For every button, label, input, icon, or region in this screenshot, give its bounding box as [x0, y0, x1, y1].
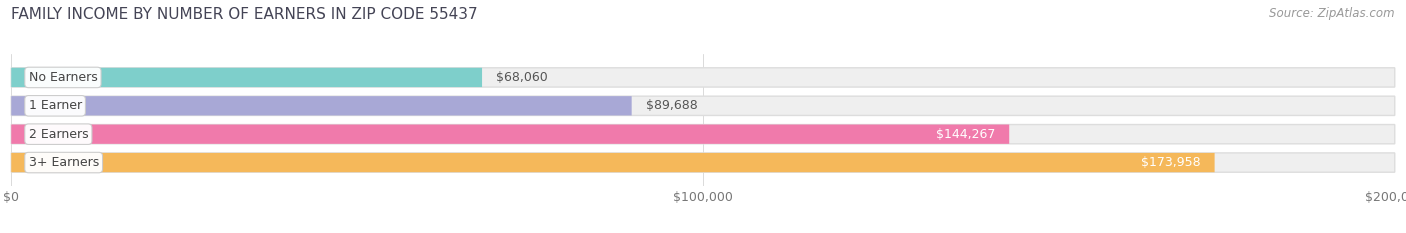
- FancyBboxPatch shape: [11, 153, 1395, 172]
- Text: Source: ZipAtlas.com: Source: ZipAtlas.com: [1270, 7, 1395, 20]
- Text: $89,688: $89,688: [645, 99, 697, 112]
- Text: 3+ Earners: 3+ Earners: [28, 156, 98, 169]
- Text: 2 Earners: 2 Earners: [28, 128, 89, 141]
- FancyBboxPatch shape: [11, 124, 1010, 144]
- Text: FAMILY INCOME BY NUMBER OF EARNERS IN ZIP CODE 55437: FAMILY INCOME BY NUMBER OF EARNERS IN ZI…: [11, 7, 478, 22]
- FancyBboxPatch shape: [11, 124, 1395, 144]
- Text: $173,958: $173,958: [1142, 156, 1201, 169]
- FancyBboxPatch shape: [11, 68, 1395, 87]
- Text: $68,060: $68,060: [496, 71, 548, 84]
- Text: No Earners: No Earners: [28, 71, 97, 84]
- FancyBboxPatch shape: [11, 68, 482, 87]
- Text: $144,267: $144,267: [936, 128, 995, 141]
- FancyBboxPatch shape: [11, 96, 631, 116]
- FancyBboxPatch shape: [11, 96, 1395, 116]
- FancyBboxPatch shape: [11, 153, 1215, 172]
- Text: 1 Earner: 1 Earner: [28, 99, 82, 112]
